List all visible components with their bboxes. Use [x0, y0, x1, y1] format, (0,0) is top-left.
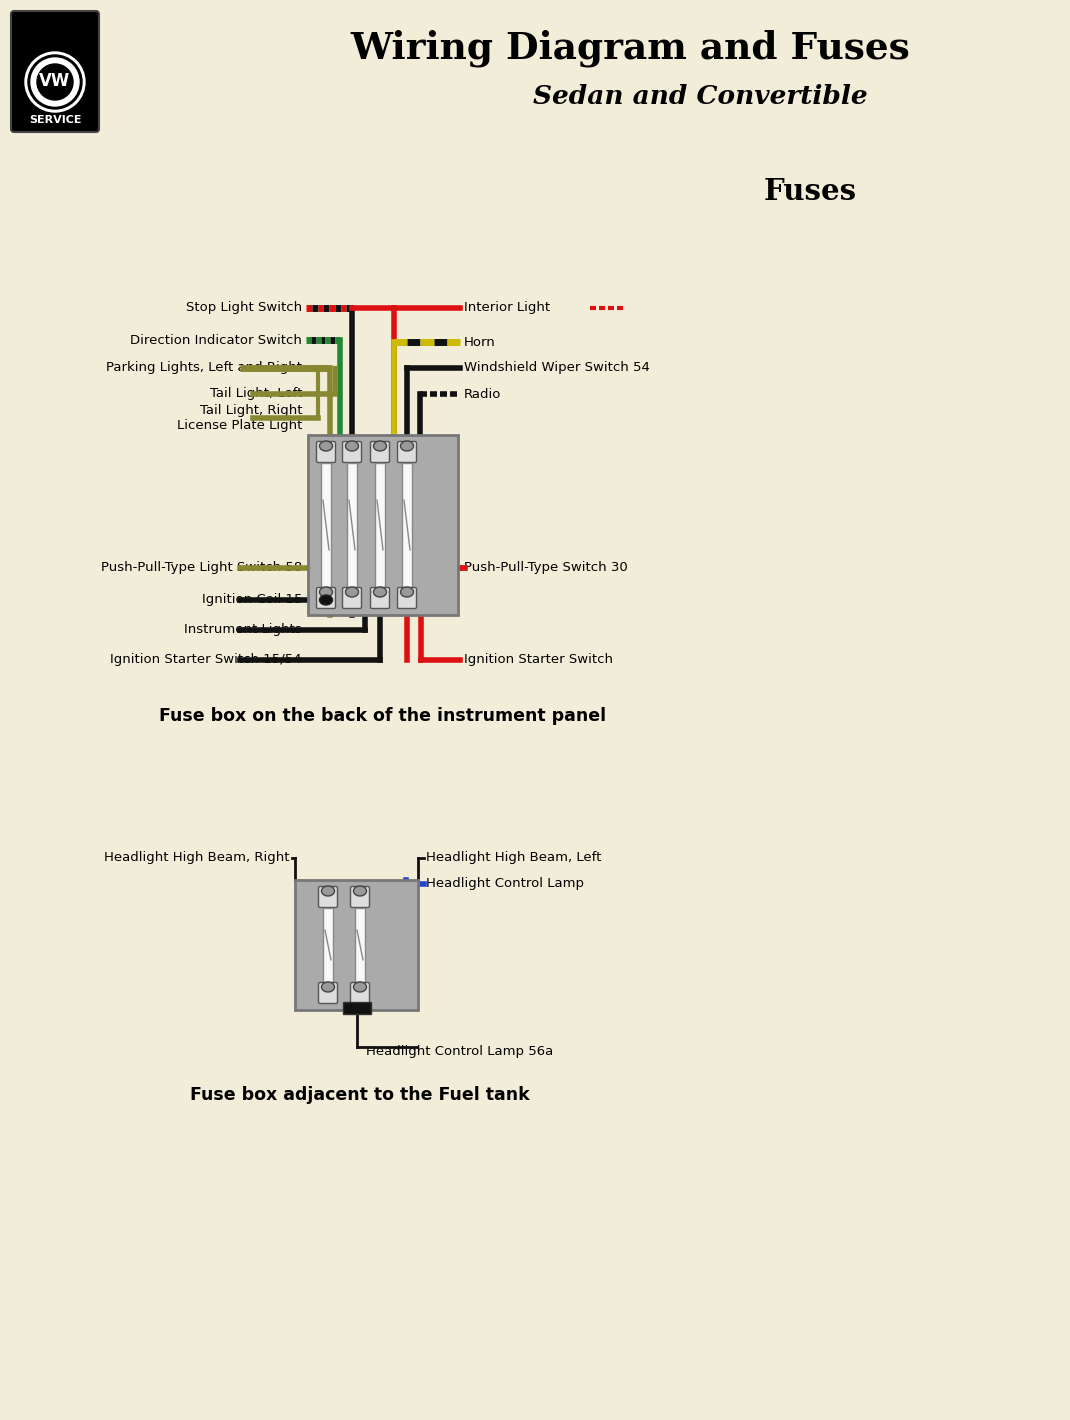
- Text: Direction Indicator Switch: Direction Indicator Switch: [131, 334, 302, 346]
- Text: Wiring Diagram and Fuses: Wiring Diagram and Fuses: [350, 30, 909, 67]
- Text: Fuses: Fuses: [763, 178, 857, 206]
- Text: Fuse box on the back of the instrument panel: Fuse box on the back of the instrument p…: [159, 707, 607, 726]
- FancyBboxPatch shape: [342, 442, 362, 463]
- Circle shape: [37, 64, 73, 99]
- Text: Headlight Control Lamp 56a: Headlight Control Lamp 56a: [367, 1045, 554, 1058]
- Ellipse shape: [320, 442, 333, 452]
- Ellipse shape: [320, 586, 333, 596]
- Text: Fuse box adjacent to the Fuel tank: Fuse box adjacent to the Fuel tank: [190, 1086, 530, 1103]
- Text: Parking Lights, Left and Right: Parking Lights, Left and Right: [106, 362, 302, 375]
- Bar: [323, 907, 333, 983]
- FancyBboxPatch shape: [317, 588, 336, 609]
- Text: Ignition Coil 15: Ignition Coil 15: [201, 594, 302, 606]
- Circle shape: [28, 55, 82, 109]
- Ellipse shape: [353, 886, 367, 896]
- Text: Windshield Wiper Switch 54: Windshield Wiper Switch 54: [464, 362, 649, 375]
- Text: SERVICE: SERVICE: [29, 115, 81, 125]
- Text: Push-Pull-Type Switch 30: Push-Pull-Type Switch 30: [464, 561, 628, 575]
- Ellipse shape: [373, 586, 386, 596]
- FancyBboxPatch shape: [319, 886, 337, 907]
- Ellipse shape: [353, 983, 367, 993]
- FancyBboxPatch shape: [308, 435, 458, 615]
- Text: Headlight High Beam, Left: Headlight High Beam, Left: [426, 852, 601, 865]
- Ellipse shape: [320, 595, 333, 605]
- Ellipse shape: [346, 442, 358, 452]
- Ellipse shape: [400, 442, 413, 452]
- Text: VW: VW: [40, 72, 71, 89]
- Text: Ignition Starter Switch: Ignition Starter Switch: [464, 653, 613, 666]
- Bar: [402, 463, 412, 586]
- Text: Horn: Horn: [464, 335, 495, 348]
- Text: Tail Light, Right
License Plate Light: Tail Light, Right License Plate Light: [177, 405, 302, 432]
- Ellipse shape: [321, 983, 335, 993]
- FancyBboxPatch shape: [342, 588, 362, 609]
- FancyBboxPatch shape: [319, 983, 337, 1004]
- FancyBboxPatch shape: [370, 588, 389, 609]
- Bar: [374, 463, 385, 586]
- Text: Interior Light: Interior Light: [464, 301, 550, 314]
- FancyBboxPatch shape: [370, 442, 389, 463]
- Ellipse shape: [321, 886, 335, 896]
- Ellipse shape: [346, 586, 358, 596]
- Circle shape: [31, 58, 79, 106]
- FancyBboxPatch shape: [397, 588, 416, 609]
- Ellipse shape: [400, 586, 413, 596]
- Bar: [347, 463, 357, 586]
- Text: Push-Pull-Type Light Switch 58: Push-Pull-Type Light Switch 58: [101, 561, 302, 575]
- FancyBboxPatch shape: [11, 11, 100, 132]
- FancyBboxPatch shape: [317, 442, 336, 463]
- Text: Ignition Starter Switch 15/54: Ignition Starter Switch 15/54: [110, 653, 302, 666]
- Bar: [355, 907, 365, 983]
- Bar: [321, 463, 331, 586]
- Bar: [342, 1003, 370, 1014]
- Text: Headlight Control Lamp: Headlight Control Lamp: [426, 878, 584, 890]
- Circle shape: [25, 53, 85, 112]
- Text: Stop Light Switch: Stop Light Switch: [186, 301, 302, 314]
- Text: Tail Light, Left: Tail Light, Left: [210, 388, 302, 400]
- Text: Radio: Radio: [464, 388, 502, 400]
- Text: Headlight High Beam, Right: Headlight High Beam, Right: [105, 852, 290, 865]
- Text: Instrument Lights: Instrument Lights: [184, 623, 302, 636]
- FancyBboxPatch shape: [351, 983, 369, 1004]
- FancyBboxPatch shape: [295, 880, 418, 1010]
- FancyBboxPatch shape: [397, 442, 416, 463]
- Text: Sedan and Convertible: Sedan and Convertible: [533, 84, 868, 108]
- Ellipse shape: [373, 442, 386, 452]
- FancyBboxPatch shape: [351, 886, 369, 907]
